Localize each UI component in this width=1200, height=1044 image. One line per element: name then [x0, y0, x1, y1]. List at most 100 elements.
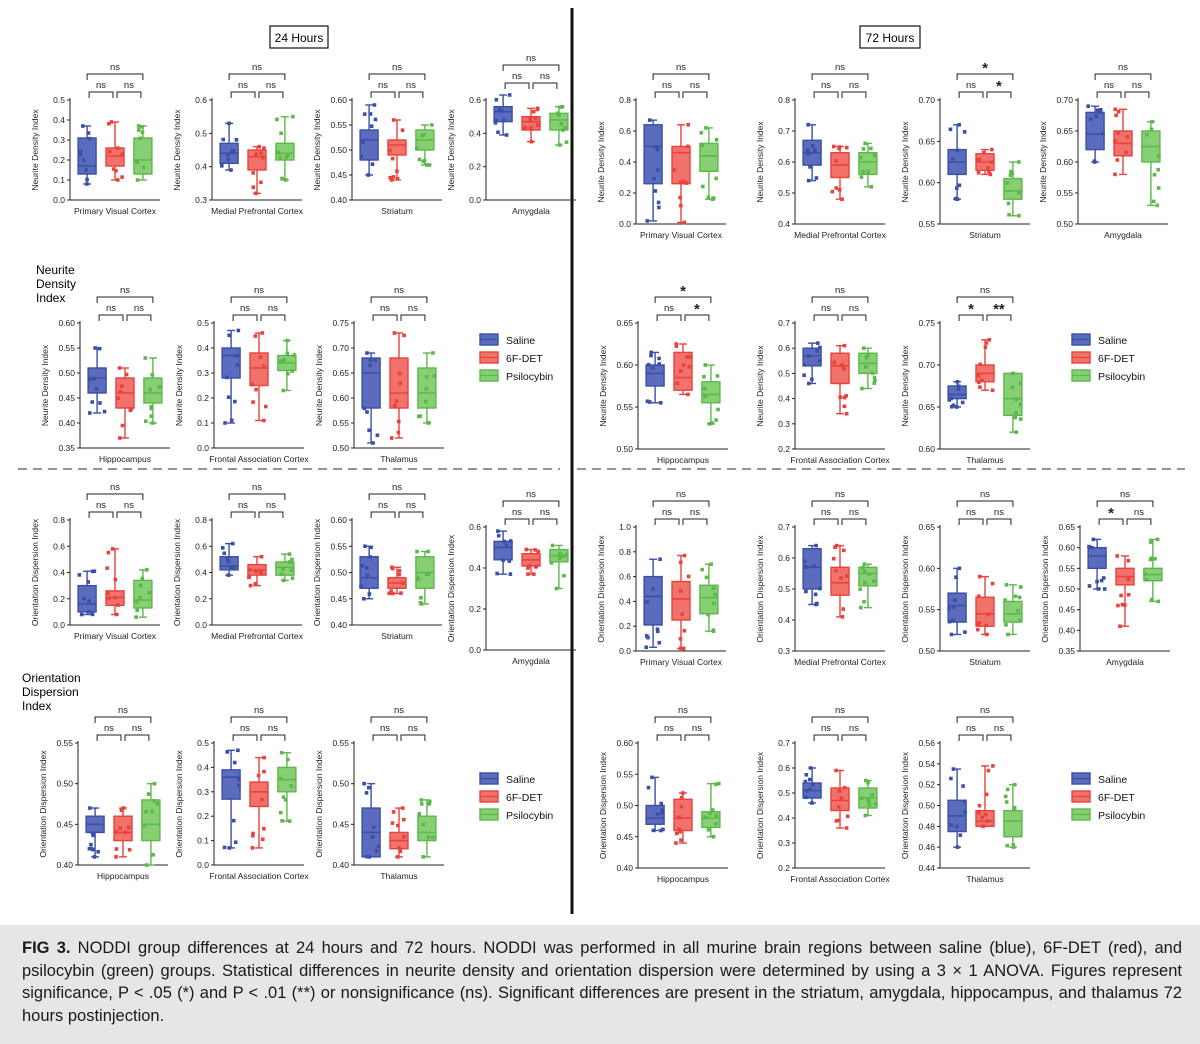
data-point [392, 331, 397, 335]
data-point [117, 366, 122, 370]
data-point [678, 646, 683, 651]
bracket-line [654, 716, 712, 723]
data-point [1012, 805, 1017, 810]
data-point [951, 403, 956, 408]
data-point [150, 372, 154, 377]
data-point [659, 801, 664, 806]
x-axis-label: Thalamus [966, 455, 1003, 465]
y-tick-label: 0.50 [58, 368, 75, 378]
y-tick-label: 0.1 [197, 836, 209, 846]
data-point [656, 168, 660, 172]
y-axis-label: Orientation Dispersion Index [1040, 535, 1050, 643]
data-point [711, 586, 716, 591]
data-point [808, 165, 812, 169]
significance-bracket: ns [986, 723, 1012, 741]
significance-label: ns [380, 303, 390, 314]
y-tick-label: 0.7 [778, 522, 790, 532]
data-point [87, 599, 91, 603]
significance-label: ns [394, 705, 404, 716]
y-tick-label: 0.50 [616, 444, 633, 454]
bracket-line [398, 91, 424, 98]
bracket-line [116, 91, 142, 98]
data-point [651, 828, 656, 833]
data-point [529, 139, 534, 144]
significance-bracket: ns [400, 723, 426, 741]
data-point [714, 176, 718, 181]
box-saline [219, 541, 239, 577]
significance-label: ns [124, 80, 134, 91]
data-point [947, 619, 952, 624]
data-point [533, 116, 538, 121]
y-axis-label: Neurite Density Index [172, 109, 182, 191]
data-point [951, 157, 955, 161]
data-point [656, 200, 661, 205]
data-point [977, 380, 981, 385]
box-psilocybin [1003, 583, 1023, 637]
data-point [817, 359, 822, 363]
data-point [417, 157, 422, 162]
data-point [661, 827, 665, 832]
data-point [1120, 602, 1125, 607]
data-point [1156, 167, 1161, 172]
bracket-line [368, 493, 426, 500]
y-axis-label: Orientation Dispersion Index [172, 518, 182, 626]
data-point [809, 766, 813, 770]
y-tick-label: 0.2 [197, 393, 209, 403]
data-point [526, 566, 530, 570]
data-point [556, 111, 560, 116]
significance-label: ns [849, 723, 859, 734]
box-saline [493, 93, 513, 137]
data-point [113, 577, 118, 582]
data-point [373, 117, 378, 122]
panel-24-hours-orientation-dispersion-index-medial-prefrontal-cortex: 0.0 0.2 0.4 0.6 0.8 Orientation Dispersion In… [172, 482, 304, 641]
y-tick-label: 0.5 [778, 788, 790, 798]
box-saline [359, 544, 379, 601]
y-tick-label: 0.45 [616, 832, 633, 842]
y-tick-label: 0.60 [1058, 543, 1075, 553]
data-point [1095, 108, 1100, 113]
significance-label: ns [664, 303, 674, 314]
significance-bracket: ns [368, 62, 426, 80]
significance-bracket: ns [258, 80, 284, 98]
box-6f-det [830, 144, 850, 201]
y-tick-label: 0.2 [778, 444, 790, 454]
data-point [432, 374, 437, 378]
box-iqr [141, 799, 161, 842]
data-point [802, 363, 807, 367]
box-saline [219, 121, 239, 172]
data-point [861, 566, 865, 570]
data-point [1010, 385, 1015, 390]
data-point [81, 158, 86, 162]
significance-bracket: ns [232, 723, 258, 741]
data-point [226, 395, 231, 399]
data-point [397, 371, 402, 376]
data-point [106, 550, 111, 555]
bracket-line [813, 91, 839, 98]
box-psilocybin [277, 338, 297, 393]
data-point [224, 375, 229, 380]
data-point [248, 583, 253, 588]
data-point [138, 595, 142, 600]
y-tick-label: 0.6 [195, 541, 207, 551]
data-point [806, 354, 811, 358]
data-point [872, 381, 877, 385]
data-point [402, 333, 406, 338]
significance-bracket: ns [1096, 80, 1122, 98]
x-axis-label: Frontal Association Cortex [790, 455, 890, 465]
data-point [262, 769, 266, 774]
data-point [834, 568, 838, 573]
data-point [532, 572, 536, 576]
data-point [98, 401, 102, 405]
data-point [96, 849, 100, 854]
x-axis-label: Thalamus [966, 874, 1003, 884]
significance-bracket: ns [228, 62, 286, 80]
significance-bracket: ns [1096, 489, 1154, 507]
data-point [1014, 397, 1018, 402]
data-point [711, 196, 716, 200]
box-psilocybin [275, 114, 295, 182]
significance-label: ns [690, 507, 700, 518]
data-point [90, 831, 95, 835]
box-iqr [643, 124, 663, 185]
data-point [114, 847, 119, 851]
bracket-line [370, 511, 396, 518]
